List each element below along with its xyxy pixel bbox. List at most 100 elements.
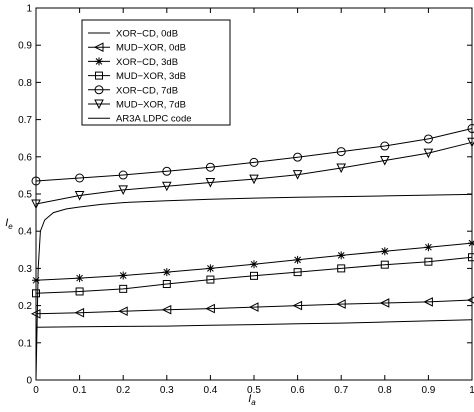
legend-marker <box>93 42 104 53</box>
x-tick-label: 0 <box>33 385 39 396</box>
data-point <box>293 255 302 264</box>
data-point <box>31 199 41 210</box>
x-tick-label: 0.1 <box>73 385 87 396</box>
data-point <box>468 239 474 248</box>
data-point <box>31 176 41 186</box>
data-point <box>249 174 259 185</box>
data-point <box>424 243 433 252</box>
data-point <box>467 124 474 134</box>
data-point <box>118 306 128 316</box>
data-point <box>293 268 302 277</box>
legend-box <box>81 19 231 126</box>
data-point <box>205 162 215 172</box>
data-point <box>74 307 85 318</box>
y-tick-label: 1 <box>26 4 32 15</box>
data-point <box>379 156 390 166</box>
data-point <box>74 190 85 201</box>
series-line <box>35 299 473 315</box>
y-tick-label: 0.5 <box>18 190 32 201</box>
y-tick-label: 0.4 <box>18 227 32 238</box>
y-tick-label: 0.7 <box>18 115 32 126</box>
data-point <box>336 147 346 157</box>
data-point <box>248 302 259 312</box>
legend-entry: XOR−CD, 3dB <box>116 57 178 68</box>
x-tick-label: 1 <box>469 385 474 396</box>
y-tick-label: 0 <box>26 376 32 387</box>
x-tick-label: 0.6 <box>291 385 305 396</box>
data-point <box>467 137 474 148</box>
data-point <box>423 134 433 144</box>
data-point <box>206 275 215 284</box>
data-point <box>162 268 171 277</box>
data-point <box>249 157 259 167</box>
legend-entry: MUD−XOR, 7dB <box>116 100 186 111</box>
data-point <box>118 170 128 180</box>
data-point <box>161 181 172 192</box>
data-point <box>162 280 171 289</box>
legend-entry: XOR−CD, 0dB <box>116 29 178 40</box>
x-tick-label: 0.2 <box>116 385 130 396</box>
y-tick-label: 0.8 <box>18 78 32 89</box>
data-point <box>337 251 346 260</box>
x-tick-label: 0.5 <box>247 385 261 396</box>
data-point <box>119 271 128 280</box>
data-point <box>380 247 389 256</box>
data-point <box>75 287 84 296</box>
y-tick-label: 0.1 <box>18 338 32 349</box>
y-tick-label: 0.6 <box>18 152 32 163</box>
data-point <box>293 152 303 162</box>
x-tick-label: 0.4 <box>203 385 217 396</box>
data-point <box>119 284 128 293</box>
data-point <box>206 264 215 273</box>
series-line <box>35 256 473 294</box>
series-layer <box>30 124 474 381</box>
x-tick-label: 0.9 <box>421 385 435 396</box>
series-line <box>35 141 473 205</box>
series-line <box>35 319 473 328</box>
x-tick-label: 0.3 <box>160 385 174 396</box>
data-point <box>379 298 390 308</box>
data-point <box>75 173 85 183</box>
data-point <box>30 308 41 319</box>
data-point <box>292 170 303 180</box>
legend-marker <box>95 71 103 80</box>
data-point <box>118 185 129 196</box>
data-point <box>292 300 303 311</box>
tick-layer: 0 0.1 0.2 0.3 0.4 0.5 0.6 0.7 0.8 0.9 1 0 0.1 0.2 0.3 0… <box>18 4 474 397</box>
data-point <box>250 260 258 269</box>
data-point <box>336 163 347 174</box>
series-line <box>35 193 473 381</box>
data-point <box>161 304 172 315</box>
data-point <box>468 253 474 262</box>
data-point <box>337 264 346 273</box>
legend-entry: AR3A LDPC code <box>116 114 192 125</box>
data-point <box>424 257 433 266</box>
legend-entry: MUD−XOR, 3dB <box>116 71 186 82</box>
x-tick-label: 0.7 <box>334 385 348 396</box>
data-point <box>32 276 40 285</box>
legend: XOR−CD, 0dB MUD−XOR, 0dB XOR−CD, 3dB MUD−XO… <box>81 19 231 126</box>
legend-marker <box>95 57 103 66</box>
data-point <box>75 274 84 283</box>
data-point <box>423 297 433 307</box>
series-line <box>35 128 473 182</box>
data-point <box>336 299 346 309</box>
y-tick-label: 0.2 <box>18 301 32 312</box>
legend-entry: XOR−CD, 7dB <box>116 85 178 96</box>
y-tick-label: 0.3 <box>18 264 32 275</box>
legend-marker <box>94 85 104 95</box>
data-point <box>205 177 216 188</box>
data-point <box>32 289 40 298</box>
data-point <box>380 260 389 269</box>
data-point <box>380 141 390 151</box>
data-point <box>250 271 258 280</box>
data-point <box>423 148 434 159</box>
legend-entry: MUD−XOR, 0dB <box>116 43 186 54</box>
data-point <box>162 166 172 176</box>
data-point <box>205 303 215 314</box>
y-tick-label: 0.9 <box>18 41 32 52</box>
legend-marker <box>94 99 104 110</box>
y-axis-label: Ie <box>5 217 13 231</box>
x-tick-label: 0.8 <box>378 385 392 396</box>
